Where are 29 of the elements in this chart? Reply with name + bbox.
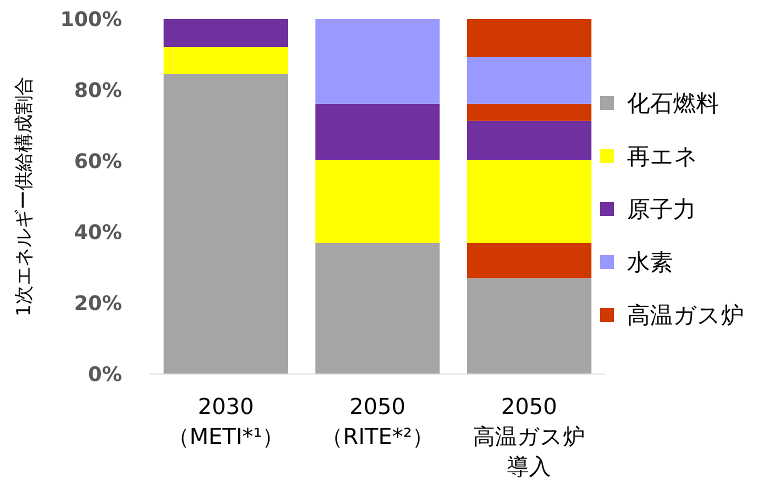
bar bbox=[466, 160, 592, 244]
bar bbox=[466, 19, 592, 57]
bar bbox=[466, 104, 592, 121]
bar bbox=[315, 104, 440, 160]
bar bbox=[315, 243, 440, 374]
bar bbox=[466, 278, 592, 374]
y-tick-label: 80% bbox=[74, 78, 122, 102]
bar bbox=[466, 120, 592, 160]
x-tick-label: 2050 高温ガス炉導入 bbox=[473, 395, 586, 480]
y-axis-title: 1次エネルギー供給構成割合 bbox=[13, 76, 35, 317]
bar bbox=[466, 243, 592, 278]
bar bbox=[164, 74, 288, 374]
bar bbox=[315, 19, 440, 104]
bar bbox=[315, 160, 440, 244]
bar bbox=[466, 56, 592, 104]
legend-label: 原子力 bbox=[627, 197, 696, 224]
bar bbox=[164, 47, 288, 74]
x-tick-label: 2050 （RITE*²） bbox=[321, 395, 434, 450]
legend-label: 水素 bbox=[627, 250, 673, 276]
x-tick-label: 2030 （METI*¹） bbox=[168, 395, 284, 450]
y-tick-label: 20% bbox=[74, 291, 122, 315]
bar bbox=[164, 19, 288, 48]
y-tick-label: 100% bbox=[60, 7, 122, 31]
y-tick-label: 0% bbox=[88, 362, 122, 386]
legend-label: 化石燃料 bbox=[627, 91, 719, 118]
y-tick-label: 60% bbox=[74, 149, 122, 173]
y-tick-label: 40% bbox=[74, 220, 122, 244]
legend-label: 高温ガス炉 bbox=[627, 303, 744, 330]
legend-label: 再エネ bbox=[627, 144, 698, 170]
